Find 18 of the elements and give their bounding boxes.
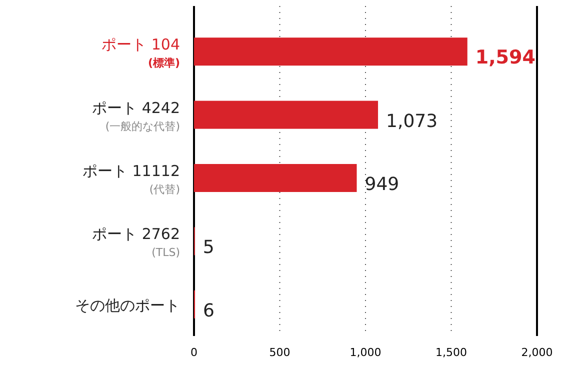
x-tick-label: 500 [269,346,290,359]
bar [194,100,378,129]
data-label: 949 [364,174,400,195]
y-tick-label: ポート 11112 (代替) [82,162,180,196]
y-tick-label: ポート 4242 (一般的な代替) [92,98,180,133]
y-tick-label: ポート 2762 (TLS) [92,225,180,260]
x-tick-label: 1,500 [436,346,467,359]
y-tick-label: ポート 104 (標準) [102,36,180,70]
data-label: 6 [203,300,214,322]
x-tick-label: 1,000 [350,346,382,359]
bar [194,164,357,192]
bar [194,38,468,66]
x-tick-label: 2,000 [521,346,553,359]
data-label: 1,594 [475,46,536,69]
data-label: 5 [202,237,214,258]
y-tick-label: その他のポート [75,296,180,314]
x-tick-label: 0 [190,346,198,359]
data-label: 1,073 [386,110,438,132]
